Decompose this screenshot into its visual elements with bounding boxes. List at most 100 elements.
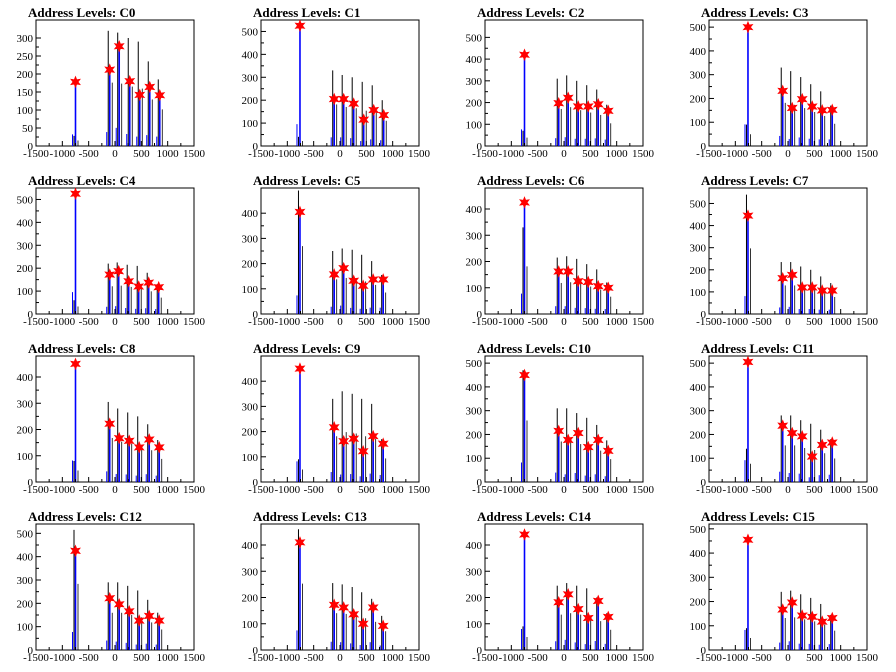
peak-marker bbox=[294, 19, 306, 33]
peak-marker bbox=[826, 103, 838, 117]
x-tick-label: 0 bbox=[112, 148, 118, 160]
x-tick-label: 1000 bbox=[606, 484, 629, 496]
panel-title: Address Levels: C6 bbox=[477, 173, 585, 188]
y-tick-label: 400 bbox=[690, 46, 707, 58]
x-tick-label: -500 bbox=[752, 316, 773, 328]
x-tick-label: -1500 bbox=[23, 484, 49, 496]
x-tick-label: 1500 bbox=[408, 484, 431, 496]
peak-marker bbox=[357, 444, 369, 458]
peak-marker bbox=[348, 274, 360, 288]
peak-marker bbox=[562, 265, 574, 278]
peak-marker bbox=[378, 108, 390, 122]
peak-marker bbox=[70, 75, 81, 89]
peak-marker bbox=[777, 84, 789, 98]
y-tick-label: 100 bbox=[466, 453, 483, 465]
y-tick-label: 100 bbox=[242, 284, 259, 296]
x-tick-label: 1000 bbox=[157, 484, 180, 496]
y-tick-label: 400 bbox=[466, 382, 483, 394]
y-tick-label: 400 bbox=[242, 49, 259, 61]
x-tick-label: 1500 bbox=[632, 652, 655, 664]
peak-marker bbox=[348, 432, 360, 445]
x-tick-label: -1000 bbox=[498, 316, 524, 328]
y-tick-label: 100 bbox=[17, 105, 34, 117]
peak-marker bbox=[592, 433, 604, 447]
x-tick-label: 1000 bbox=[830, 316, 853, 328]
peak-marker bbox=[338, 601, 350, 614]
x-tick-label: 1500 bbox=[856, 316, 879, 328]
peak-marker bbox=[153, 280, 165, 294]
peak-marker bbox=[377, 273, 389, 286]
x-tick-label: 500 bbox=[358, 652, 375, 664]
x-tick-label: 500 bbox=[806, 652, 823, 664]
y-tick-label: 100 bbox=[466, 619, 483, 631]
y-tick-label: 500 bbox=[690, 22, 707, 34]
x-tick-label: 500 bbox=[358, 484, 375, 496]
x-tick-label: -500 bbox=[304, 148, 325, 160]
peak-marker bbox=[104, 63, 116, 76]
x-tick-label: -500 bbox=[79, 484, 100, 496]
y-tick-label: 400 bbox=[466, 54, 483, 66]
peak-marker bbox=[143, 609, 155, 623]
x-tick-label: -500 bbox=[752, 148, 773, 160]
peak-marker bbox=[104, 268, 116, 281]
y-tick-label: 0 bbox=[28, 309, 34, 321]
peak-marker bbox=[602, 104, 614, 118]
histogram-panel-7: Address Levels: C70100200300400500-1500-… bbox=[690, 173, 879, 328]
y-tick-label: 100 bbox=[17, 622, 34, 634]
peak-marker bbox=[367, 429, 379, 443]
y-tick-label: 300 bbox=[17, 575, 34, 587]
peak-marker bbox=[294, 536, 306, 549]
y-tick-label: 300 bbox=[690, 70, 707, 82]
x-tick-label: -500 bbox=[79, 652, 100, 664]
peak-marker bbox=[806, 610, 818, 624]
peak-marker bbox=[816, 104, 828, 117]
panel-title: Address Levels: C1 bbox=[253, 5, 360, 20]
plot-frame bbox=[35, 187, 195, 315]
x-tick-label: -1000 bbox=[274, 148, 300, 160]
x-tick-label: -1500 bbox=[23, 316, 49, 328]
peak-marker bbox=[796, 281, 808, 294]
y-tick-label: 0 bbox=[253, 645, 259, 657]
plot-frame bbox=[708, 19, 868, 147]
x-tick-label: -1000 bbox=[49, 148, 75, 160]
peak-marker bbox=[742, 209, 754, 222]
y-tick-label: 400 bbox=[242, 540, 259, 552]
y-tick-label: 0 bbox=[701, 141, 707, 153]
x-tick-label: -1500 bbox=[696, 484, 722, 496]
y-tick-label: 500 bbox=[690, 358, 707, 370]
plot-frame bbox=[260, 523, 420, 651]
panel-title: Address Levels: C15 bbox=[701, 509, 815, 524]
x-tick-label: 1000 bbox=[606, 652, 629, 664]
x-tick-label: -500 bbox=[528, 484, 549, 496]
y-tick-label: 300 bbox=[690, 243, 707, 255]
x-tick-label: -1000 bbox=[722, 652, 748, 664]
x-tick-label: -1000 bbox=[498, 148, 524, 160]
y-tick-label: 200 bbox=[17, 263, 34, 275]
y-tick-label: 0 bbox=[477, 477, 483, 489]
y-tick-label: 500 bbox=[242, 26, 259, 38]
y-tick-label: 500 bbox=[17, 528, 34, 540]
x-tick-label: -1500 bbox=[23, 652, 49, 664]
x-tick-label: -1500 bbox=[696, 148, 722, 160]
x-tick-label: 1500 bbox=[183, 316, 206, 328]
y-tick-label: 400 bbox=[242, 376, 259, 388]
x-tick-label: -1500 bbox=[696, 652, 722, 664]
plot-frame bbox=[708, 523, 868, 651]
x-tick-label: 500 bbox=[806, 484, 823, 496]
x-tick-label: 1500 bbox=[856, 652, 879, 664]
peak-marker bbox=[562, 588, 574, 601]
x-tick-label: 1000 bbox=[606, 148, 629, 160]
x-tick-label: -1000 bbox=[498, 652, 524, 664]
x-tick-label: -1000 bbox=[722, 316, 748, 328]
peak-marker bbox=[786, 596, 798, 609]
peak-marker bbox=[519, 528, 530, 541]
peak-marker bbox=[826, 611, 838, 625]
panel-title: Address Levels: C11 bbox=[701, 341, 814, 356]
plot-frame bbox=[35, 355, 195, 483]
x-tick-label: 0 bbox=[112, 316, 118, 328]
y-tick-label: 500 bbox=[466, 358, 483, 370]
peak-marker bbox=[377, 437, 389, 451]
peak-marker bbox=[328, 598, 340, 612]
y-tick-label: 400 bbox=[690, 382, 707, 394]
x-tick-label: -1000 bbox=[49, 652, 75, 664]
